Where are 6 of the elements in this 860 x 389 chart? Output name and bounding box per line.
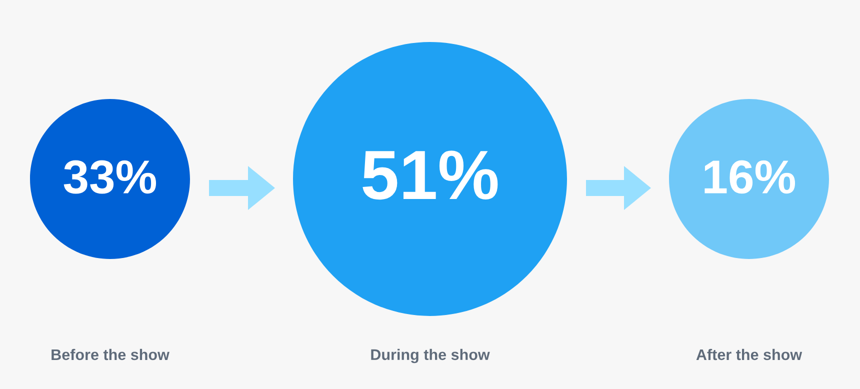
data-label: 16% (704, 160, 796, 194)
category-label: During the show (371, 348, 490, 364)
category-label: After the show (696, 348, 802, 360)
category-label: Before the show (52, 348, 170, 360)
data-label: 51% (362, 150, 498, 200)
data-label: 33% (64, 160, 156, 194)
